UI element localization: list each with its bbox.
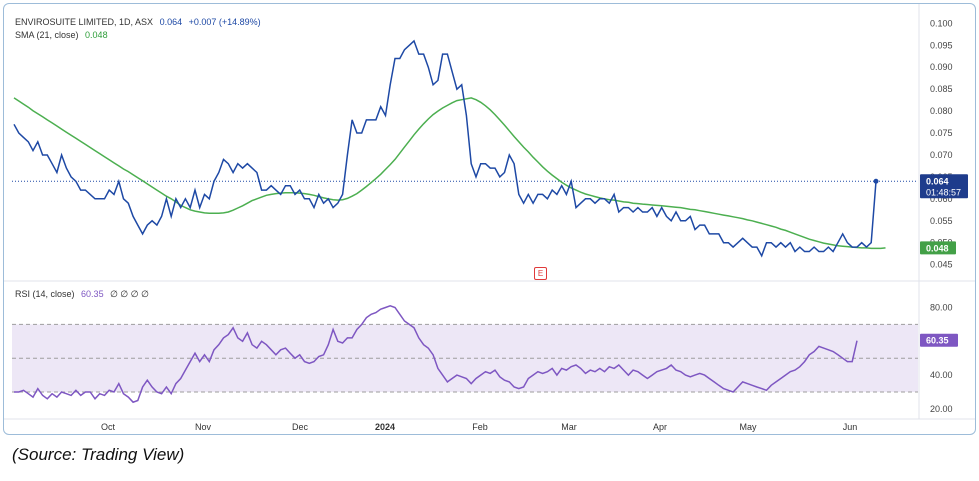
x-tick-label: Nov (195, 422, 212, 432)
chart-frame: 0.1000.0950.0900.0850.0800.0750.0700.065… (3, 3, 976, 435)
last-price-dot (873, 178, 879, 184)
x-tick-label: Dec (292, 422, 309, 432)
sma-legend: SMA (21, close) 0.048 (15, 30, 112, 40)
price-tick-label: 0.070 (930, 150, 953, 160)
rsi-legend: RSI (14, close) 60.35 ∅ ∅ ∅ ∅ (15, 289, 153, 300)
symbol-label: ENVIROSUITE LIMITED, 1D, ASX (15, 17, 154, 27)
price-tick-label: 0.055 (930, 216, 953, 226)
x-tick-label: Mar (561, 422, 577, 432)
rsi-label: RSI (14, close) (15, 289, 75, 299)
price-tick-label: 0.100 (930, 18, 953, 28)
sma-price-label: 0.048 (926, 243, 949, 253)
last-price-label: 0.064 (926, 176, 949, 186)
sma-line (13, 97, 886, 250)
rsi-tick-label: 80.00 (930, 303, 953, 313)
price-legend: ENVIROSUITE LIMITED, 1D, ASX 0.064 +0.00… (15, 17, 265, 27)
x-tick-label: Feb (472, 422, 488, 432)
price-tick-label: 0.085 (930, 84, 953, 94)
source-note: (Source: Trading View) (12, 445, 185, 464)
sma-value: 0.048 (85, 30, 108, 40)
price-tick-label: 0.090 (930, 62, 953, 72)
rsi-badge (920, 333, 958, 347)
price-tick-label: 0.095 (930, 40, 953, 50)
price-tick-label: 0.060 (930, 194, 953, 204)
price-tick-label: 0.080 (930, 106, 953, 116)
rsi-line (14, 305, 858, 404)
sma-label: SMA (21, close) (15, 30, 79, 40)
rsi-tick-label: 20.00 (930, 404, 953, 414)
price-value: 0.064 (159, 17, 183, 27)
rsi-tick-label: 40.00 (930, 370, 953, 380)
rsi-last-label: 60.35 (926, 336, 949, 346)
x-tick-label: May (739, 422, 757, 432)
x-tick-label: Oct (101, 422, 116, 432)
price-tick-label: 0.045 (930, 260, 953, 270)
sma-badge (920, 241, 956, 255)
price-change: +0.007 (+14.89%) (188, 17, 261, 27)
price-tick-label: 0.075 (930, 128, 953, 138)
x-tick-label: Jun (843, 422, 858, 432)
earnings-marker[interactable]: E (534, 267, 547, 280)
chart-svg: 0.1000.0950.0900.0850.0800.0750.0700.065… (4, 4, 975, 432)
last-price-badge (920, 174, 968, 199)
price-line (13, 39, 877, 258)
x-tick-label: 2024 (375, 422, 395, 432)
rsi-extra: ∅ ∅ ∅ ∅ (110, 289, 149, 299)
rsi-value: 60.35 (81, 289, 104, 299)
countdown-label: 01:48:57 (926, 187, 961, 197)
x-tick-label: Apr (653, 422, 667, 432)
